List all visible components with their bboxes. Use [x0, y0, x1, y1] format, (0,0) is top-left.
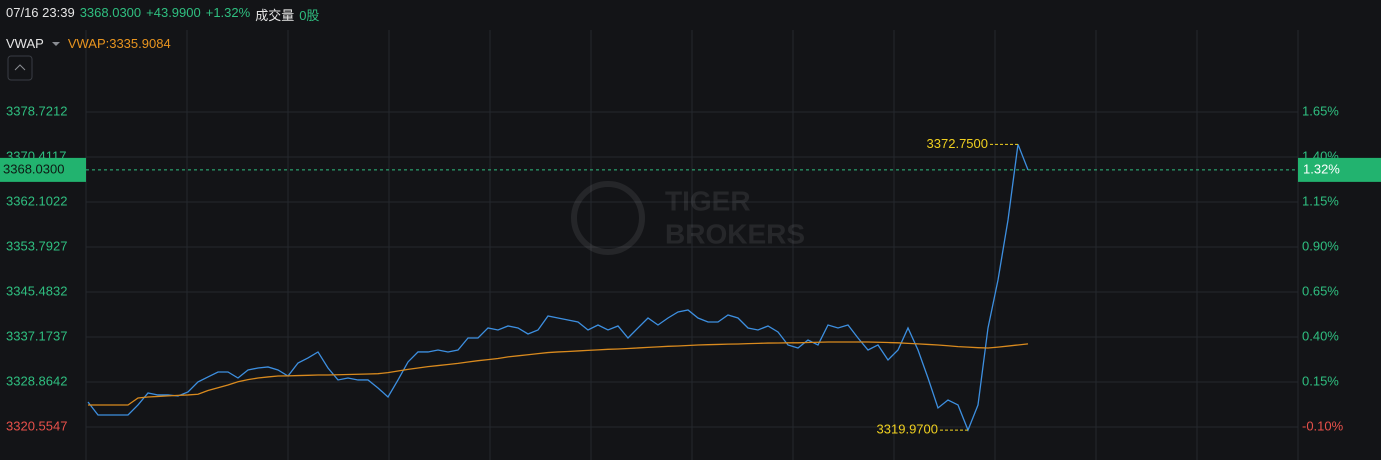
- quote-header: 07/16 23:39 3368.0300 +43.9900 +1.32% 成交…: [6, 5, 319, 24]
- annotation-label: 3372.7500: [927, 136, 988, 151]
- y2-tick-label: 0.15%: [1302, 374, 1339, 389]
- y-tick-label: 3353.7927: [6, 238, 67, 253]
- y2-tick-label: 0.40%: [1302, 329, 1339, 344]
- indicator-select[interactable]: VWAP: [6, 36, 44, 51]
- y2-tick-label: 1.15%: [1302, 194, 1339, 209]
- y-tick-label: 3362.1022: [6, 193, 67, 208]
- y-tick-label: 3378.7212: [6, 103, 67, 118]
- volume: 0股: [299, 8, 320, 23]
- change: +43.9900: [146, 5, 201, 20]
- y-tick-label: 3320.5547: [6, 418, 67, 433]
- y-tick-label: 3337.1737: [6, 328, 67, 343]
- y2-tick-label: 1.65%: [1302, 104, 1339, 119]
- indicator-bar: VWAP VWAP:3335.9084: [6, 36, 171, 51]
- dropdown-arrow[interactable]: [51, 41, 60, 47]
- y2-tick-label: -0.10%: [1302, 418, 1344, 433]
- volume-label: 成交量: [255, 8, 295, 23]
- y-tick-label: 3345.4832: [6, 283, 67, 298]
- watermark-text: TIGER: [665, 185, 751, 216]
- y-tick-label: 3328.8642: [6, 373, 67, 388]
- current-price-box: [0, 157, 86, 182]
- series-line: [87, 144, 1029, 432]
- indicator-value: VWAP:3335.9084: [67, 36, 171, 51]
- y2-tick-label: 0.65%: [1302, 284, 1339, 299]
- current-price-label: 3368.0300: [3, 161, 64, 176]
- watermark-text: BROKERS: [665, 218, 805, 249]
- change-pct: +1.32%: [205, 5, 251, 20]
- series-line: [88, 341, 1029, 406]
- y2-tick-label: 0.90%: [1302, 239, 1339, 254]
- grid: [85, 30, 1299, 460]
- current-pct-label: 1.32%: [1303, 161, 1340, 176]
- collapse-button[interactable]: [7, 55, 33, 81]
- current-pct-box: [1298, 157, 1381, 182]
- price: 3368.0300: [79, 5, 142, 20]
- annotation-label: 3319.9700: [877, 422, 938, 437]
- datetime: 07/16 23:39: [6, 5, 75, 20]
- watermark: TIGER BROKERS: [571, 181, 805, 255]
- chevron-icon: [14, 64, 26, 71]
